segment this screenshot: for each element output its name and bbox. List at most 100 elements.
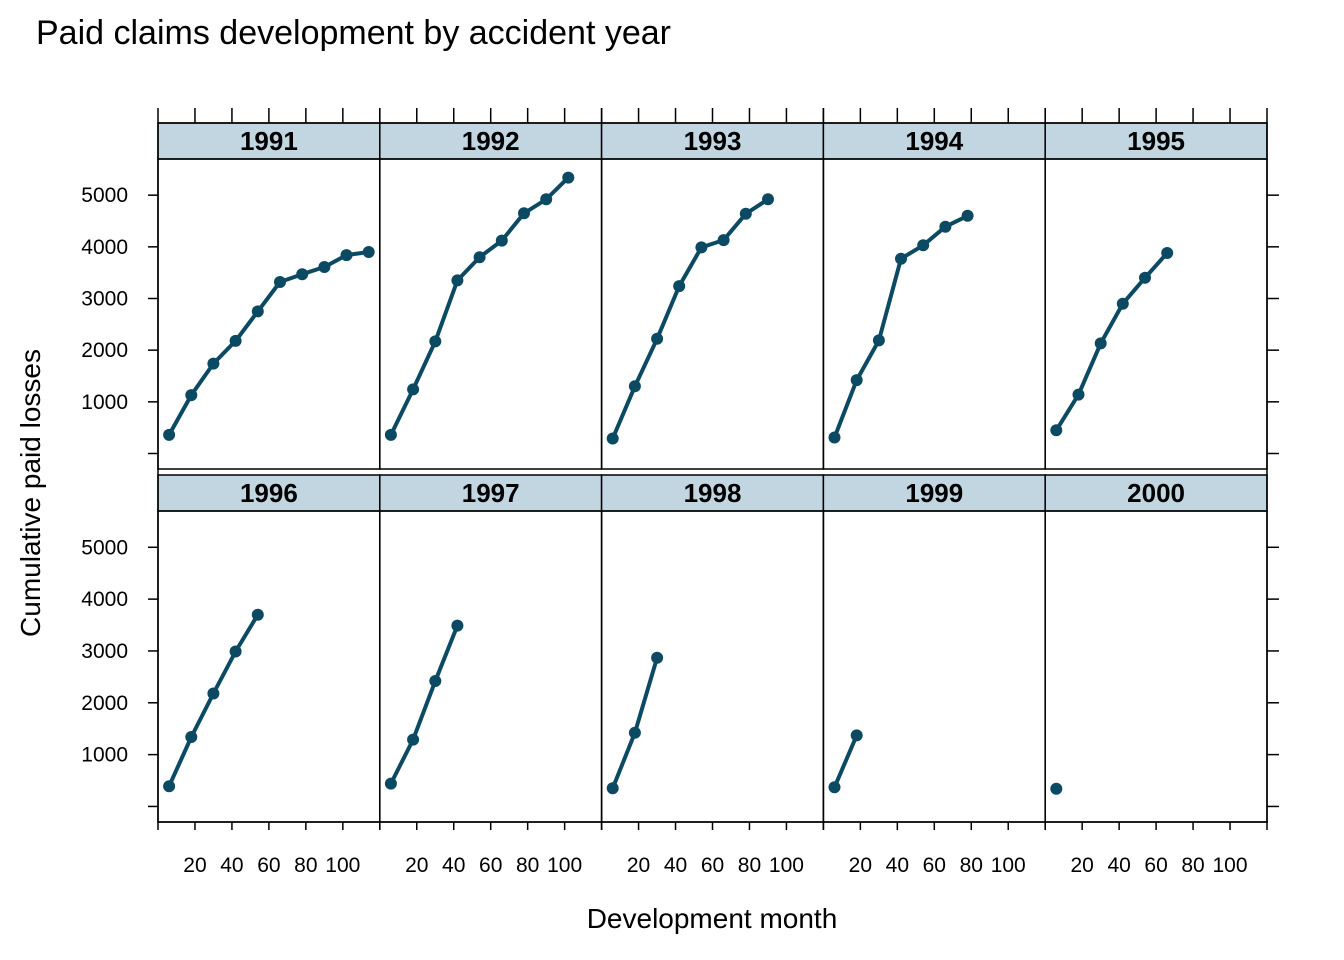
data-point xyxy=(1050,424,1063,437)
data-point xyxy=(251,305,264,318)
chart-title: Paid claims development by accident year xyxy=(36,14,671,52)
panel-frame xyxy=(822,158,1046,470)
y-tick-label: 4000 xyxy=(81,588,128,611)
data-point xyxy=(163,428,176,441)
x-tick-label: 80 xyxy=(294,854,317,877)
x-tick-label: 60 xyxy=(1144,854,1167,877)
data-point xyxy=(274,276,286,288)
data-point xyxy=(606,782,619,795)
x-tick-label: 80 xyxy=(960,854,983,877)
panel-strip-label: 2000 xyxy=(1127,478,1185,508)
series-line-1998 xyxy=(610,655,660,791)
data-point xyxy=(651,651,664,664)
x-tick-label: 20 xyxy=(1070,854,1093,877)
x-tick-label: 60 xyxy=(479,854,502,877)
data-point xyxy=(185,389,198,402)
data-point xyxy=(673,280,686,293)
data-point xyxy=(1161,247,1174,259)
x-tick-label: 20 xyxy=(849,854,872,877)
panel-strip-label: 1998 xyxy=(684,478,742,508)
panel-strip-label: 1991 xyxy=(240,126,298,156)
data-point xyxy=(384,777,397,790)
panel-frame xyxy=(600,510,825,823)
data-point xyxy=(429,675,442,687)
data-point xyxy=(1139,271,1151,284)
y-tick-label: 1000 xyxy=(81,744,128,767)
x-tick-label: 40 xyxy=(1107,854,1130,877)
data-point xyxy=(850,729,863,742)
data-point xyxy=(473,251,486,264)
data-point xyxy=(362,246,375,258)
y-axis-title: Cumulative paid losses xyxy=(15,349,46,637)
panel-frame xyxy=(1044,510,1268,823)
x-tick-label: 40 xyxy=(220,854,243,877)
x-tick-label: 40 xyxy=(442,854,465,877)
x-tick-label: 80 xyxy=(516,854,539,877)
panel-grid: 1991 1992 1993 1994 1995 1996 1997 1998 1999 2000… xyxy=(81,108,1279,877)
data-point xyxy=(451,619,464,632)
y-tick-label: 4000 xyxy=(81,236,128,259)
data-point xyxy=(762,193,774,206)
series-line-1991 xyxy=(167,250,371,437)
panel-strip-label: 1994 xyxy=(905,126,963,156)
panel-strip-label: 1993 xyxy=(684,126,742,156)
data-point xyxy=(540,193,553,206)
data-point xyxy=(229,645,242,658)
y-tick-label: 5000 xyxy=(81,184,128,207)
data-point xyxy=(207,687,220,700)
panel-strip xyxy=(379,122,603,160)
data-point xyxy=(717,234,730,247)
y-tick-label: 5000 xyxy=(81,536,128,559)
panel-strip-label: 1995 xyxy=(1127,126,1185,156)
y-tick-label: 1000 xyxy=(81,391,128,414)
panel-frame xyxy=(600,158,825,470)
panel-strip-label: 1999 xyxy=(905,478,963,508)
data-point xyxy=(1072,388,1085,401)
series-line-1996 xyxy=(167,612,260,789)
panel-strip-label: 1997 xyxy=(462,478,520,508)
panel-frame xyxy=(157,158,381,470)
data-point xyxy=(628,380,641,393)
panel-strip-label: 1996 xyxy=(240,478,298,508)
x-tick-label: 20 xyxy=(183,854,206,877)
x-tick-label: 60 xyxy=(701,854,724,877)
x-tick-label: 80 xyxy=(738,854,761,877)
panel-strip xyxy=(1044,474,1268,512)
x-tick-label: 60 xyxy=(923,854,946,877)
data-point xyxy=(939,220,952,233)
x-tick-label: 20 xyxy=(405,854,428,877)
series-line-1994 xyxy=(832,213,970,440)
data-point xyxy=(562,171,575,184)
panel-frame xyxy=(379,158,603,470)
data-point xyxy=(296,268,309,281)
x-tick-label: 100 xyxy=(991,854,1026,877)
data-point xyxy=(518,207,530,220)
x-tick-label: 20 xyxy=(627,854,650,877)
data-point xyxy=(451,274,464,287)
data-point xyxy=(828,781,841,794)
x-tick-label: 100 xyxy=(1213,854,1248,877)
x-tick-label: 100 xyxy=(547,854,582,877)
y-tick-label: 3000 xyxy=(81,288,128,311)
x-tick-label: 40 xyxy=(886,854,909,877)
panel-strip-label: 1992 xyxy=(462,126,520,156)
data-point xyxy=(429,335,442,348)
x-tick-label: 60 xyxy=(257,854,280,877)
data-point xyxy=(606,432,619,445)
data-point xyxy=(917,239,930,252)
data-point xyxy=(850,374,863,387)
data-point xyxy=(739,207,752,220)
data-point xyxy=(961,209,974,222)
y-tick-label: 2000 xyxy=(81,692,128,715)
data-point xyxy=(695,241,708,254)
data-point xyxy=(1116,297,1129,310)
data-point xyxy=(384,428,397,441)
data-point xyxy=(229,334,242,347)
series-line-1999 xyxy=(832,733,859,790)
data-point xyxy=(1094,337,1107,350)
y-tick-label: 2000 xyxy=(81,339,128,362)
panel-frame xyxy=(157,510,381,823)
data-point xyxy=(651,332,664,345)
data-point xyxy=(407,383,420,396)
